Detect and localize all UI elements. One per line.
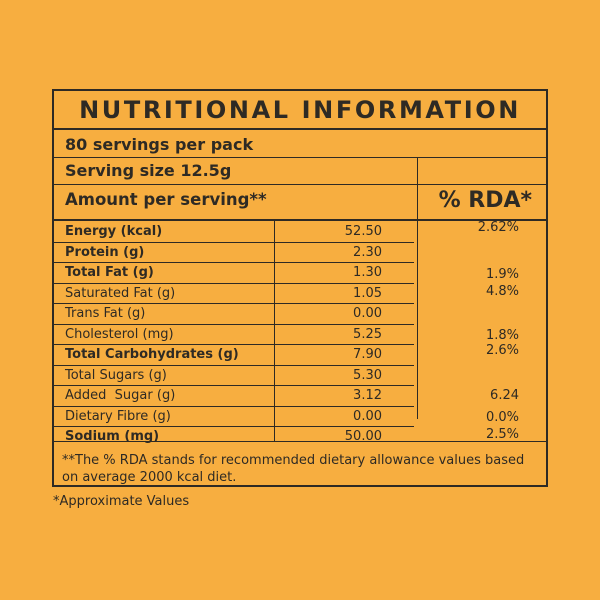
nutrient-value: 0.00 xyxy=(353,408,382,424)
row-divider xyxy=(54,323,414,325)
rda-footnote: **The % RDA stands for recommended dieta… xyxy=(62,453,525,485)
divider xyxy=(54,441,546,442)
nutrient-label: Sodium (mg) xyxy=(65,429,160,444)
nutrient-value: 7.90 xyxy=(353,347,382,362)
nutrient-rda: 1.8% xyxy=(485,327,519,343)
nutrient-label: Cholesterol (mg) xyxy=(65,326,174,342)
nutrition-table: NUTRITIONAL INFORMATION 80 servings per … xyxy=(52,89,548,487)
nutrient-rda: 0.0% xyxy=(485,409,519,425)
nutrient-row: Total Carbohydrates (g) 7.90 2.6% xyxy=(54,344,546,364)
approximate-values-note: *Approximate Values xyxy=(53,494,190,509)
servings-per-pack: 80 servings per pack xyxy=(65,135,254,154)
row-divider xyxy=(54,303,414,304)
table-title: NUTRITIONAL INFORMATION xyxy=(79,96,521,124)
nutrient-value: 2.30 xyxy=(353,244,382,260)
row-divider xyxy=(54,385,414,386)
nutrient-row: Cholesterol (mg) 5.25 1.8% xyxy=(54,324,546,344)
rda-header: % RDA* xyxy=(438,188,532,213)
nutrient-rda: 1.9% xyxy=(485,267,519,282)
nutrient-value: 1.30 xyxy=(353,265,382,280)
nutrient-label: Trans Fat (g) xyxy=(65,306,146,321)
nutrient-value: 0.00 xyxy=(353,306,382,321)
nutrient-label: Total Sugars (g) xyxy=(65,367,167,383)
nutrient-label: Dietary Fibre (g) xyxy=(65,408,171,424)
nutrient-label: Saturated Fat (g) xyxy=(65,285,176,301)
divider xyxy=(54,128,546,130)
nutrient-row: Dietary Fibre (g) 0.00 0.0% xyxy=(54,406,546,426)
row-divider xyxy=(54,282,414,284)
nutrient-label: Protein (g) xyxy=(65,244,145,260)
nutrient-value: 1.05 xyxy=(353,285,382,301)
nutrient-row: Added Sugar (g) 3.12 6.24 xyxy=(54,385,546,405)
row-divider xyxy=(54,426,414,427)
nutrient-row: Total Sugars (g) 5.30 xyxy=(54,365,546,385)
row-divider xyxy=(54,344,414,345)
nutrient-label: Energy (kcal) xyxy=(65,224,163,239)
nutrient-rda: 2.62% xyxy=(477,220,519,235)
nutrient-row: Trans Fat (g) 0.00 xyxy=(54,303,546,323)
nutrient-row: Protein (g) 2.30 xyxy=(54,242,546,262)
row-divider xyxy=(54,241,414,243)
value-column-divider xyxy=(274,221,275,442)
nutrient-label: Total Fat (g) xyxy=(65,265,154,280)
nutrient-value: 52.50 xyxy=(344,224,382,239)
row-divider xyxy=(54,405,414,407)
nutrient-row: Saturated Fat (g) 1.05 4.8% xyxy=(54,283,546,303)
nutrient-rda: 6.24 xyxy=(490,388,519,403)
nutrient-row: Sodium (mg) 50.00 2.5% xyxy=(54,426,546,446)
row-divider xyxy=(54,364,414,366)
nutrient-row: Energy (kcal) 52.50 2.62% xyxy=(54,221,546,241)
rda-column-divider xyxy=(417,158,418,419)
nutrient-value: 3.12 xyxy=(353,388,382,403)
nutrient-value: 5.30 xyxy=(353,367,382,383)
nutrient-rda: 4.8% xyxy=(485,283,519,299)
nutrient-value: 50.00 xyxy=(344,429,382,444)
nutrient-row: Total Fat (g) 1.30 1.9% xyxy=(54,262,546,282)
nutrient-label: Total Carbohydrates (g) xyxy=(65,347,239,362)
nutrient-rda: 2.6% xyxy=(485,343,519,358)
serving-size: Serving size 12.5g xyxy=(65,161,232,180)
divider xyxy=(54,219,546,221)
divider xyxy=(54,184,546,185)
nutrient-rda: 2.5% xyxy=(485,427,519,442)
amount-per-serving-header: Amount per serving** xyxy=(65,190,267,209)
row-divider xyxy=(54,262,414,263)
nutrient-value: 5.25 xyxy=(353,326,382,342)
nutrient-label: Added Sugar (g) xyxy=(65,388,176,403)
divider xyxy=(54,157,546,158)
